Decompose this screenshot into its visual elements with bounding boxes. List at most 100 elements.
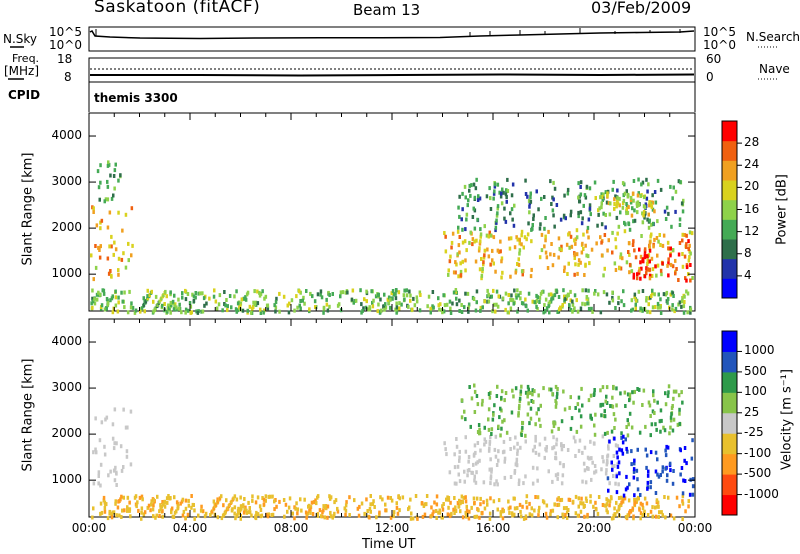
data-cell	[510, 207, 514, 212]
data-cell	[442, 309, 446, 314]
data-cell	[476, 460, 479, 465]
data-cell	[331, 292, 334, 296]
data-cell	[451, 231, 455, 236]
data-cell	[474, 450, 477, 455]
data-cell	[517, 257, 520, 262]
data-cell	[92, 206, 95, 211]
data-cell	[458, 250, 461, 255]
data-cell	[278, 291, 281, 296]
data-cell	[611, 230, 614, 235]
data-cell	[632, 198, 635, 203]
data-cell	[473, 410, 477, 414]
data-cell	[524, 178, 527, 183]
data-cell	[298, 303, 301, 308]
data-cell	[384, 508, 387, 513]
data-cell	[534, 434, 537, 439]
data-cell	[555, 395, 559, 400]
data-cell	[465, 212, 469, 217]
data-cell	[650, 422, 654, 427]
data-cell	[494, 228, 497, 233]
data-cell	[626, 513, 629, 518]
data-cell	[443, 231, 446, 235]
x-tick-label: 04:00	[172, 521, 208, 535]
data-cell	[528, 501, 531, 506]
data-cell	[97, 245, 100, 250]
data-cell	[203, 303, 206, 308]
data-cell	[579, 501, 582, 506]
data-cell	[611, 295, 614, 300]
data-cell	[129, 305, 133, 310]
data-cell	[311, 294, 314, 299]
data-cell	[473, 383, 476, 388]
data-cell	[93, 301, 97, 306]
data-cell	[365, 497, 368, 502]
data-cell	[641, 506, 645, 511]
data-cell	[601, 385, 605, 390]
data-cell	[454, 509, 458, 513]
data-cell	[658, 510, 661, 515]
data-cell	[626, 392, 630, 397]
data-cell	[512, 223, 516, 228]
data-cell	[146, 505, 149, 510]
data-cell	[387, 300, 391, 305]
data-cell	[608, 503, 611, 508]
data-cell	[578, 408, 581, 413]
data-cell	[370, 289, 373, 294]
data-cell	[625, 202, 628, 206]
data-cell	[620, 495, 623, 500]
data-cell	[554, 473, 558, 478]
data-cell	[353, 498, 356, 503]
data-cell	[472, 182, 476, 187]
data-cell	[147, 503, 151, 508]
data-cell	[134, 308, 138, 313]
data-cell	[500, 389, 504, 394]
data-cell	[465, 514, 468, 519]
data-cell	[474, 308, 478, 313]
data-cell	[649, 433, 652, 438]
data-cell	[559, 217, 563, 222]
data-cell	[474, 461, 478, 466]
data-cell	[216, 497, 219, 502]
data-cell	[266, 514, 270, 519]
data-cell	[642, 195, 646, 200]
data-cell	[454, 288, 458, 292]
data-cell	[495, 213, 499, 218]
data-cell	[555, 442, 558, 447]
data-cell	[619, 266, 623, 271]
data-cell	[662, 425, 665, 430]
data-cell	[680, 466, 684, 470]
data-cell	[589, 413, 592, 418]
data-cell	[586, 301, 589, 306]
data-cell	[192, 299, 196, 303]
x-tick-label: 12:00	[374, 521, 410, 535]
data-cell	[514, 293, 518, 298]
data-cell	[484, 439, 488, 444]
data-cell	[184, 307, 188, 312]
data-cell	[316, 494, 320, 499]
data-cell	[534, 450, 538, 455]
data-cell	[621, 205, 625, 210]
data-cell	[322, 508, 325, 513]
data-cell	[556, 387, 559, 391]
data-cell	[521, 425, 524, 430]
data-cell	[493, 403, 496, 408]
data-cell	[662, 292, 666, 297]
data-cell	[478, 515, 481, 520]
power-ylabel: Slant Range [km]	[20, 152, 36, 266]
data-cell	[522, 516, 526, 521]
data-cell	[329, 514, 333, 519]
data-cell	[494, 434, 498, 439]
data-cell	[187, 498, 190, 503]
nave-bottom-tick: 0	[706, 70, 714, 84]
data-cell	[263, 308, 266, 313]
data-cell	[543, 226, 546, 231]
data-cell	[95, 450, 98, 455]
data-cell	[405, 293, 409, 298]
data-cell	[544, 511, 548, 516]
data-cell	[563, 407, 567, 412]
data-cell	[392, 292, 395, 297]
power-colorbar-tick-label: 28	[744, 135, 760, 150]
data-cell	[443, 303, 447, 308]
data-cell	[679, 180, 682, 185]
data-cell	[520, 384, 523, 389]
